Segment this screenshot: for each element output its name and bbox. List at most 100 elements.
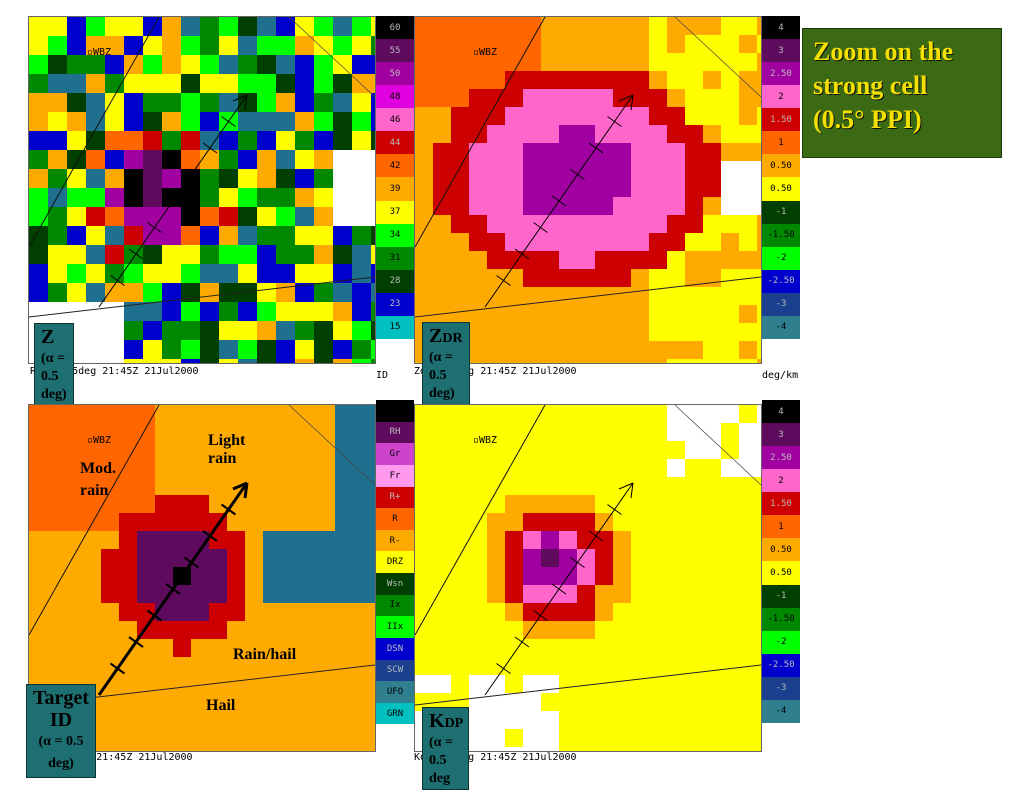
radar-pixel xyxy=(29,423,47,441)
boundary-line xyxy=(288,17,375,98)
radar-pixel xyxy=(219,150,238,169)
annotation-mod-rain-line1: Mod. xyxy=(80,460,116,477)
radar-pixel xyxy=(505,495,523,513)
radar-pixel xyxy=(505,603,523,621)
radar-pixel xyxy=(173,585,191,603)
colorbar-cell: -1 xyxy=(762,200,800,224)
radar-pixel xyxy=(739,441,757,459)
radar-pixel xyxy=(295,359,314,363)
colorbar-cell: -1.50 xyxy=(762,223,800,247)
radar-pixel xyxy=(86,321,105,340)
radar-pixel xyxy=(487,675,505,693)
radar-pixel xyxy=(191,603,209,621)
radar-pixel xyxy=(757,305,761,323)
radar-pixel xyxy=(48,55,67,74)
radar-pixel xyxy=(595,531,613,549)
radar-pixel xyxy=(523,711,541,729)
radar-pixel xyxy=(105,112,124,131)
radar-pixel xyxy=(371,283,375,302)
radar-pixel xyxy=(649,143,667,161)
colorbar-cell: 1.50 xyxy=(762,492,800,516)
radar-pixel xyxy=(469,215,487,233)
colorbar-cell: -2 xyxy=(762,630,800,654)
radar-pixel xyxy=(667,161,685,179)
colorbar-cell: Fr xyxy=(376,464,414,487)
radar-pixel xyxy=(257,112,276,131)
radar-pixel xyxy=(276,245,295,264)
radar-pixel xyxy=(173,603,191,621)
colorbar-cell: -1 xyxy=(762,584,800,608)
radar-pixel xyxy=(523,89,541,107)
radar-pixel xyxy=(487,729,505,747)
radar-pixel xyxy=(227,567,245,585)
radar-pixel xyxy=(257,226,276,245)
radar-pixel xyxy=(314,226,333,245)
radar-pixel xyxy=(541,71,559,89)
radar-pixel xyxy=(353,459,371,477)
radar-pixel xyxy=(29,93,48,112)
radar-pixel xyxy=(703,287,721,305)
radar-pixel xyxy=(487,161,505,179)
radar-pixel xyxy=(314,188,333,207)
radar-pixel xyxy=(317,567,335,585)
radar-pixel xyxy=(219,359,238,363)
radar-pixel xyxy=(209,549,227,567)
radar-pixel xyxy=(523,747,541,751)
radar-pixel xyxy=(209,603,227,621)
radar-pixel xyxy=(523,495,541,513)
radar-pixel xyxy=(295,93,314,112)
radar-pixel xyxy=(371,423,375,441)
radar-pixel xyxy=(559,143,577,161)
radar-pixel xyxy=(451,89,469,107)
radar-pixel xyxy=(487,17,505,35)
radar-pixel xyxy=(685,53,703,71)
radar-pixel xyxy=(143,74,162,93)
colorbar-cell: -1.50 xyxy=(762,607,800,631)
colorbar-cell: 4 xyxy=(762,400,800,424)
radar-pixel xyxy=(739,197,757,215)
colorbar-cell: 15 xyxy=(376,315,414,339)
radar-pixel xyxy=(257,340,276,359)
radar-pixel xyxy=(541,495,559,513)
radar-pixel xyxy=(523,567,541,585)
cross-section-tick xyxy=(202,530,218,542)
arrowhead xyxy=(243,482,249,499)
radar-pixel xyxy=(577,125,595,143)
radar-pixel xyxy=(155,549,173,567)
radar-pixel xyxy=(47,423,65,441)
radar-pixel xyxy=(487,35,505,53)
radar-pixel xyxy=(523,143,541,161)
radar-pixel xyxy=(29,188,48,207)
radar-pixel xyxy=(335,405,353,423)
radar-pixel xyxy=(487,585,505,603)
radar-pixel xyxy=(559,269,577,287)
coastline xyxy=(415,405,546,636)
radar-pixel xyxy=(667,107,685,125)
colorbar-cell: -3 xyxy=(762,676,800,700)
radar-pixel xyxy=(143,17,162,36)
radar-pixel xyxy=(371,359,375,363)
radar-pixel xyxy=(649,305,667,323)
radar-pixel xyxy=(667,215,685,233)
radar-pixel xyxy=(353,531,371,549)
radar-pixel xyxy=(295,321,314,340)
colorbar-cell: 23 xyxy=(376,292,414,316)
radar-pixel xyxy=(703,107,721,125)
cross-section-tick xyxy=(109,662,126,675)
radar-pixel xyxy=(757,341,761,359)
radar-pixel xyxy=(314,359,333,363)
zdr-label: ZDR (α = 0.5 deg) xyxy=(422,322,470,405)
radar-pixel xyxy=(352,340,371,359)
colorbar-cell: 1 xyxy=(762,131,800,155)
radar-pixel xyxy=(667,405,685,423)
radar-pixel xyxy=(67,74,86,93)
radar-pixel xyxy=(541,549,559,567)
radar-pixel xyxy=(703,233,721,251)
radar-pixel xyxy=(721,215,739,233)
radar-pixel xyxy=(105,340,124,359)
radar-pixel xyxy=(559,89,577,107)
radar-pixel xyxy=(276,93,295,112)
radar-pixel xyxy=(595,215,613,233)
radar-pixel xyxy=(739,179,757,197)
radar-pixel xyxy=(119,477,137,495)
